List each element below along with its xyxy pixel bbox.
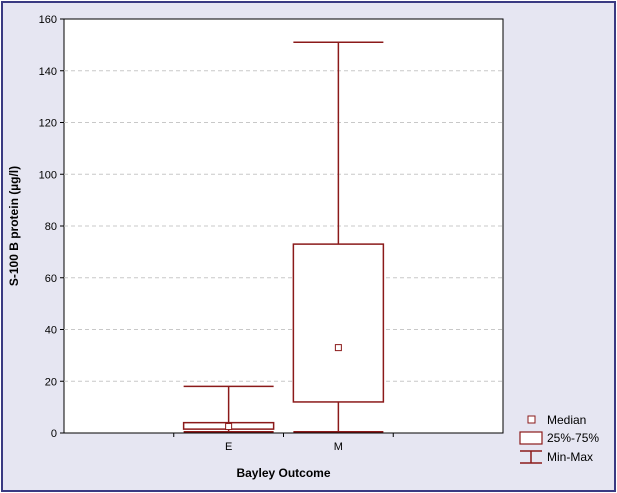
legend-whisker-marker — [520, 450, 542, 464]
box-M — [292, 41, 385, 433]
y-tick-label: 80 — [45, 221, 57, 233]
y-tick-label: 0 — [51, 428, 57, 440]
y-tick-label: 160 — [39, 14, 57, 26]
y-tick-label: 120 — [39, 118, 57, 130]
median-marker — [334, 344, 342, 352]
x-tick-label: E — [225, 441, 232, 453]
x-axis-title: Bayley Outcome — [236, 466, 330, 480]
y-tick-label: 140 — [39, 66, 57, 78]
y-tick-label: 100 — [39, 169, 57, 181]
legend-median-label: Median — [547, 413, 586, 427]
y-tick-label: 20 — [45, 376, 57, 388]
grid-lines — [64, 70, 503, 382]
y-axis-ticks: 0 20 40 60 80 100 120 140 160 — [39, 14, 64, 440]
legend-whisker-label: Min-Max — [547, 450, 593, 464]
iqr-box — [292, 243, 385, 403]
legend-median-marker — [527, 415, 536, 424]
boxes — [182, 41, 385, 433]
y-tick-label: 60 — [45, 273, 57, 285]
box-E — [182, 385, 275, 433]
y-tick-label: 40 — [45, 325, 57, 337]
legend: Median 25%-75% Min-Max — [519, 413, 599, 464]
y-axis-title: S-100 B protein (µg/l) — [7, 166, 21, 286]
legend-box-label: 25%-75% — [547, 431, 599, 445]
median-marker — [225, 423, 233, 431]
legend-box-marker — [519, 431, 543, 445]
x-tick-label: M — [334, 441, 343, 453]
